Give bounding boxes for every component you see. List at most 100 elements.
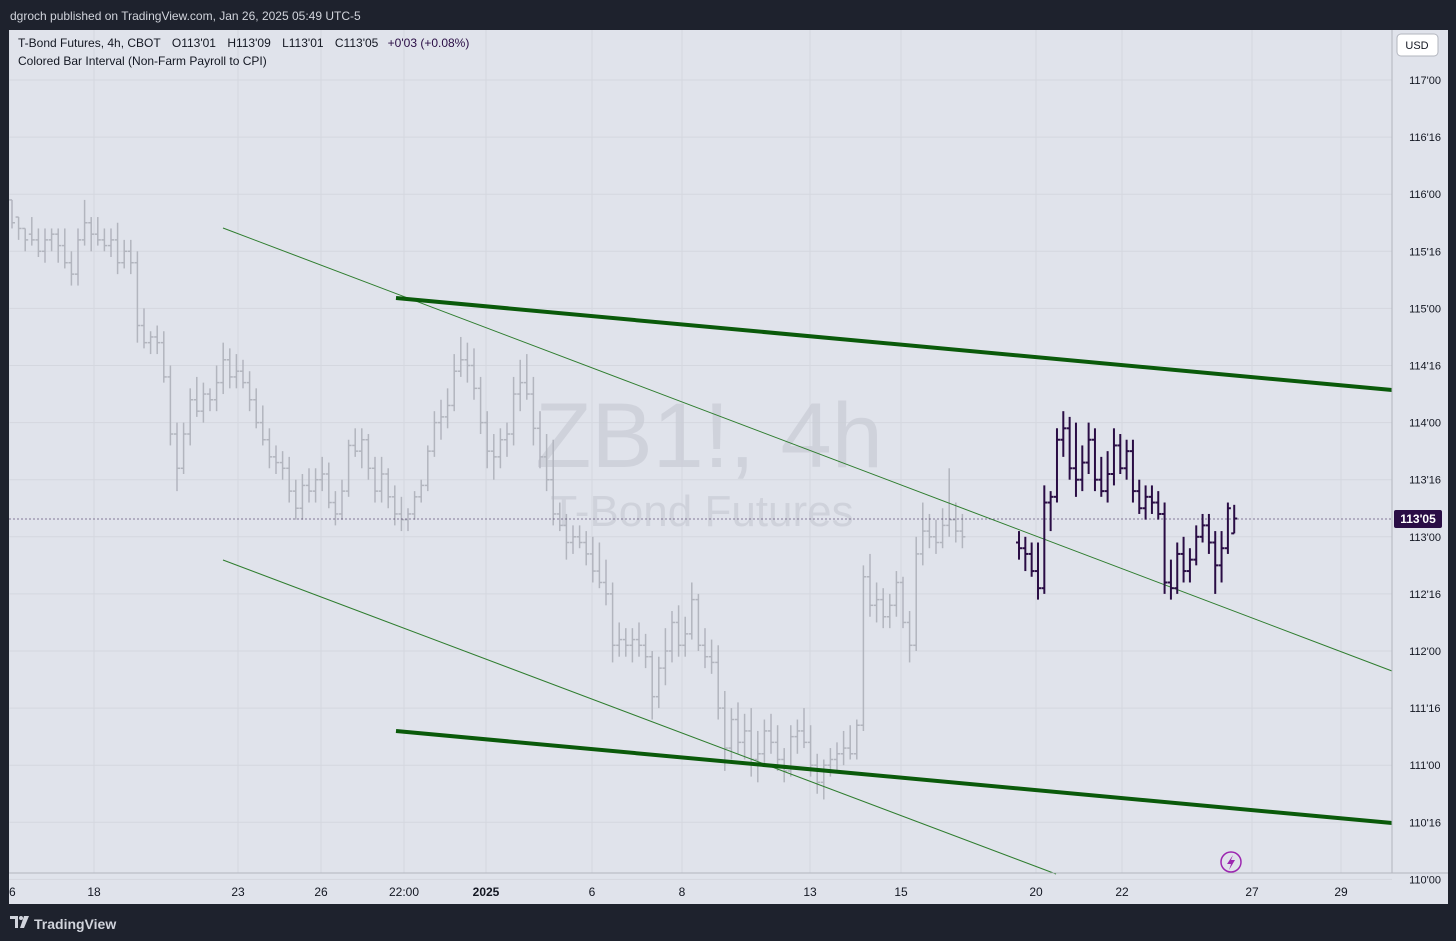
ohlc-bar — [134, 251, 141, 343]
ohlc-bar — [728, 708, 735, 760]
ohlc-bar — [1053, 428, 1060, 503]
ohlc-bar — [735, 702, 741, 754]
time-tick-label: 23 — [231, 885, 245, 899]
publish-line: dgroch published on TradingView.com, Jan… — [10, 9, 361, 23]
lightning-icon[interactable] — [1220, 851, 1242, 873]
upper-thick-trendline[interactable] — [395, 296, 1393, 392]
ohlc-bar — [517, 359, 524, 412]
ohlc-bar — [477, 376, 484, 435]
ohlc-bar — [669, 611, 675, 663]
ohlc-bar — [537, 411, 543, 469]
ohlc-bar — [688, 582, 695, 640]
ohlc-bar — [1041, 485, 1048, 594]
ohlc-bar — [642, 633, 649, 669]
ohlc-bar — [299, 473, 306, 520]
ohlc-bar — [226, 348, 233, 389]
time-axis[interactable]: 16 18 23 26 22:00 2025 6 8 13 15 20 22 27 29 — [2, 885, 1348, 899]
price-chart[interactable]: ZB1!, 4h T-Bond Futures T-Bond Futures, … — [2, 30, 1448, 904]
ohlc-bar — [1104, 451, 1111, 503]
price-tick-label: 113'16 — [1409, 475, 1441, 487]
ohlc-bar — [411, 491, 418, 520]
price-axis[interactable]: 117'00 116'16 116'00 115'16 115'00 114'16 114'… — [1409, 75, 1441, 886]
ohlc-bar — [339, 479, 345, 520]
ohlc-bar — [768, 713, 774, 754]
publish-bar: dgroch published on TradingView.com, Jan… — [0, 0, 1456, 30]
tradingview-brand[interactable]: TradingView — [34, 916, 117, 932]
ohlc-bar — [1066, 416, 1073, 480]
ohlc-bar — [240, 359, 246, 389]
time-tick-label: 18 — [87, 885, 101, 899]
ohlc-bar — [1167, 559, 1174, 600]
ohlc-bar — [319, 456, 326, 492]
time-tick-label: 26 — [314, 885, 328, 899]
ohlc-bar — [457, 336, 464, 377]
ohlc-bar — [101, 228, 108, 252]
ohlc-bar — [405, 508, 411, 532]
legend-high: H113'09 — [227, 36, 271, 50]
ohlc-bar — [1174, 542, 1181, 594]
ohlc-bar — [484, 411, 491, 469]
ohlc-bar — [754, 730, 761, 783]
currency-button[interactable]: USD — [1396, 33, 1439, 57]
lower-thick-trendline[interactable] — [395, 729, 1393, 825]
ohlc-bar — [622, 628, 629, 657]
ohlc-bar — [946, 468, 953, 537]
ohlc-bar — [286, 456, 293, 503]
ohlc-bar — [801, 708, 807, 749]
ohlc-bar — [160, 331, 167, 383]
time-tick-label: 8 — [679, 885, 686, 899]
ohlc-bar — [596, 542, 603, 589]
price-tick-label: 116'16 — [1409, 132, 1441, 144]
ohlc-bar — [893, 571, 900, 617]
ohlc-bar — [1224, 502, 1231, 554]
ohlc-bar — [464, 342, 471, 383]
ohlc-bar — [490, 434, 497, 480]
legend-change: +0'03 (+0.08%) — [388, 36, 470, 50]
ohlc-bar — [180, 422, 187, 474]
ohlc-bar — [372, 456, 378, 503]
ohlc-bar — [325, 462, 332, 509]
ohlc-bar — [68, 251, 75, 286]
last-price-label: 113'05 — [1394, 509, 1442, 528]
price-tick-label: 113'00 — [1409, 532, 1441, 544]
ohlc-bar — [187, 388, 194, 446]
ohlc-bar — [741, 713, 748, 760]
lower-thin-trendline[interactable] — [222, 559, 1057, 875]
chart-frame[interactable]: ZB1!, 4h T-Bond Futures T-Bond Futures, … — [2, 30, 1448, 904]
ohlc-bar — [9, 199, 15, 229]
ohlc-bar — [609, 582, 616, 663]
ohlc-bar — [88, 217, 95, 252]
ohlc-bar — [94, 217, 101, 246]
ohlc-bar — [220, 342, 227, 395]
ohlc-bar — [1022, 536, 1029, 572]
ohlc-bar — [1142, 485, 1149, 520]
ohlc-bar — [1072, 422, 1079, 497]
time-tick-label: 29 — [1334, 885, 1348, 899]
ohlc-bar — [1212, 531, 1219, 594]
ohlc-bar — [556, 502, 563, 532]
ohlc-bar — [345, 439, 352, 497]
ohlc-bar — [603, 559, 609, 606]
ohlc-bar — [108, 228, 114, 258]
ohlc-bar — [1161, 502, 1168, 594]
tradingview-logo-icon[interactable] — [10, 914, 30, 930]
ohlc-bar — [497, 428, 504, 469]
legend: T-Bond Futures, 4h, CBOT O113'01 H113'09… — [18, 36, 469, 68]
ohlc-bar — [543, 434, 550, 492]
ohlc-bar — [28, 217, 35, 246]
ohlc-bar — [200, 382, 207, 423]
ohlc-bar — [365, 434, 372, 480]
price-tick-label: 116'00 — [1409, 189, 1441, 201]
time-tick-label: 22:00 — [389, 885, 419, 899]
ohlc-bar — [913, 536, 920, 651]
ohlc-bar — [266, 428, 273, 469]
ohlc-bar — [867, 553, 873, 617]
ohlc-bar — [114, 222, 121, 275]
ohlc-bar — [61, 228, 68, 269]
ohlc-bar — [523, 354, 530, 400]
time-tick-label: 22 — [1115, 885, 1129, 899]
ohlc-bar — [649, 651, 656, 720]
ohlc-bar — [81, 199, 88, 246]
ohlc-bar — [1186, 548, 1193, 583]
ohlc-bar — [1028, 542, 1035, 577]
